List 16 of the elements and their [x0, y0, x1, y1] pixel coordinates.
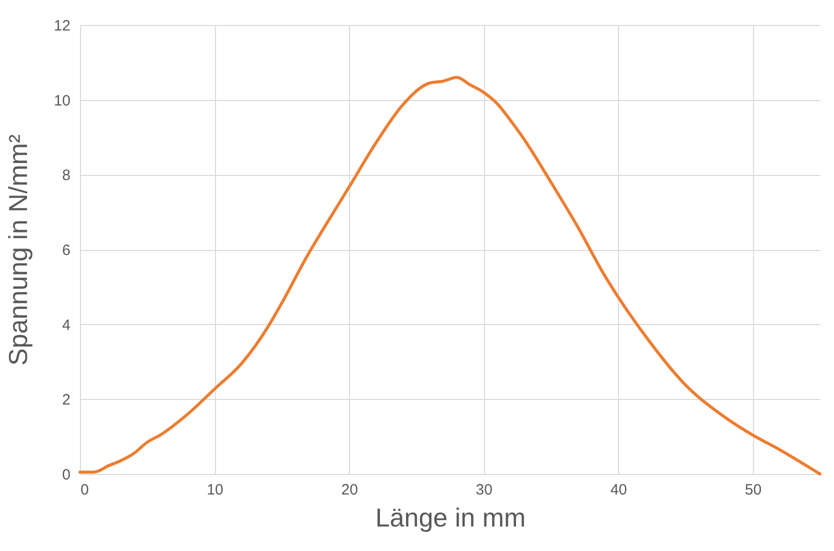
y-tick-label: 8: [62, 167, 70, 184]
y-tick-label: 6: [62, 242, 70, 259]
x-tick-label: 0: [80, 482, 89, 498]
y-tick-label: 2: [62, 392, 70, 409]
y-tick-label: 10: [54, 92, 70, 110]
y-tick-label: 12: [54, 18, 70, 34]
line-series: [78, 76, 822, 476]
y-tick-label: 0: [62, 466, 70, 484]
x-tick-label: 40: [610, 482, 628, 498]
x-axis-title: Länge in mm: [375, 502, 526, 532]
x-tick-label: 30: [476, 482, 492, 498]
x-tick-label: 20: [341, 482, 358, 498]
x-tick-label: 10: [206, 482, 224, 498]
y-tick-label: 4: [62, 316, 70, 334]
x-tick-label: 50: [744, 482, 762, 498]
y-axis-title: Spannung in N/mm²: [2, 134, 33, 366]
